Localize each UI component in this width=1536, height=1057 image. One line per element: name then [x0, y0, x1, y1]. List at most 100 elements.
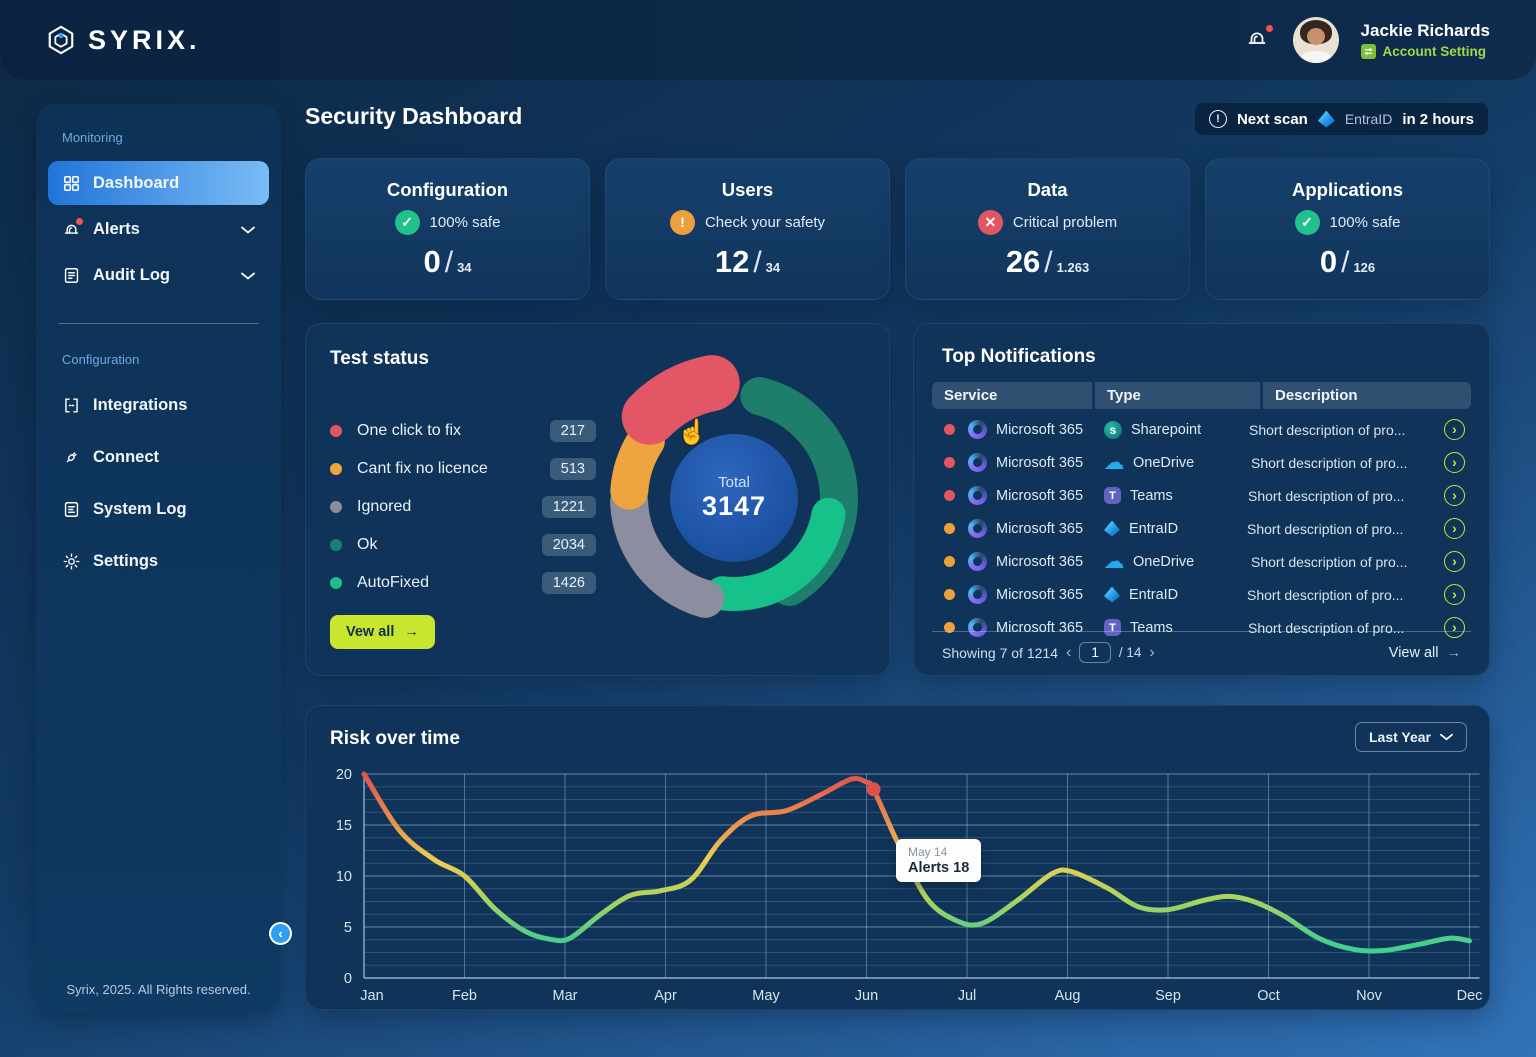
legend-label: Ignored: [357, 498, 412, 515]
open-notification-button[interactable]: ›: [1444, 617, 1465, 638]
legend-color-dot: [330, 539, 342, 551]
notifications-view-all-link[interactable]: View all →: [1389, 645, 1461, 661]
open-notification-button[interactable]: ›: [1444, 551, 1465, 572]
sidebar-item-alerts[interactable]: Alerts: [48, 207, 269, 251]
notification-row[interactable]: Microsoft 365 EntraID Short description …: [932, 512, 1471, 545]
data-point-marker[interactable]: [866, 782, 881, 797]
x-axis-label: Mar: [553, 988, 578, 1004]
page-prev-button[interactable]: ‹: [1065, 643, 1072, 661]
x-axis-label: Apr: [654, 988, 677, 1004]
column-header-description: Description: [1263, 382, 1471, 409]
cross-icon: ✕: [977, 209, 1003, 235]
donut-segment[interactable]: [705, 497, 846, 611]
open-notification-button[interactable]: ›: [1444, 419, 1465, 440]
stat-denominator: 34: [457, 259, 472, 275]
chevron-down-icon[interactable]: [241, 266, 255, 285]
test-status-title: Test status: [330, 348, 429, 369]
page-number-input[interactable]: 1: [1079, 642, 1111, 663]
severity-dot: [944, 490, 955, 501]
avatar[interactable]: [1292, 17, 1339, 63]
chevron-down-icon[interactable]: [241, 220, 255, 239]
risk-line-chart[interactable]: Jan Feb Mar Apr May Jun Jul Aug Sep Oct Nov Dec 0 5 10…: [320, 756, 1483, 1008]
legend-label: Ok: [357, 536, 378, 553]
system-log-document-icon: [64, 501, 79, 517]
top-notifications-card: Top Notifications Service Type Descripti…: [913, 323, 1490, 676]
notification-row[interactable]: Microsoft 365 ☁ OneDrive Short descripti…: [932, 446, 1471, 479]
service-name: Microsoft 365: [996, 454, 1084, 471]
stat-card-title: Configuration: [386, 178, 509, 200]
legend-value-badge: 1221: [541, 496, 596, 518]
open-notification-button[interactable]: ›: [1444, 584, 1465, 605]
type-name: EntraID: [1129, 520, 1179, 537]
sidebar-item-dashboard[interactable]: Dashboard: [48, 161, 269, 205]
notifications-bell-icon[interactable]: [1245, 25, 1273, 53]
alerts-badge: [76, 217, 83, 225]
sidebar-item-integrations[interactable]: Integrations: [48, 383, 269, 427]
type-name: Sharepoint: [1131, 421, 1202, 438]
tooltip-value: Alerts 18: [908, 860, 970, 876]
microsoft-365-icon: [968, 618, 987, 637]
sidebar-item-audit-log[interactable]: Audit Log: [48, 253, 269, 297]
chevron-down-icon: [1440, 733, 1453, 741]
x-axis-label: Sep: [1155, 988, 1181, 1004]
service-name: Microsoft 365: [996, 553, 1084, 570]
sidebar-item-label: Alerts: [93, 219, 140, 238]
notification-row[interactable]: Microsoft 365 T Teams Short description …: [932, 611, 1471, 644]
service-name: Microsoft 365: [996, 487, 1084, 504]
chart-tooltip: May 14 Alerts 18: [896, 839, 982, 882]
stat-card-title: Data: [1027, 178, 1068, 200]
legend-label: Cant fix no licence: [357, 460, 488, 477]
notification-row[interactable]: Microsoft 365 EntraID Short description …: [932, 578, 1471, 611]
topbar: SYRIX. Jackie Richards Account Setting: [0, 0, 1536, 80]
audit-log-document-icon: [64, 267, 79, 283]
sidebar-item-connect[interactable]: Connect: [48, 435, 269, 479]
y-axis-label: 5: [344, 920, 352, 936]
sidebar-item-settings[interactable]: Settings: [48, 539, 269, 583]
page-next-button[interactable]: ›: [1149, 643, 1155, 661]
time-range-dropdown[interactable]: Last Year: [1354, 722, 1467, 752]
open-notification-button[interactable]: ›: [1444, 518, 1465, 539]
sidebar-collapse-button[interactable]: ‹: [269, 922, 292, 945]
donut-segment[interactable]: [610, 482, 725, 618]
test-status-donut-chart[interactable]: Total 3147 ☝: [569, 326, 899, 671]
donut-segment[interactable]: [610, 421, 665, 510]
severity-dot: [944, 457, 955, 468]
open-notification-button[interactable]: ›: [1444, 452, 1465, 473]
sidebar-item-label: Audit Log: [93, 265, 170, 284]
stat-slash: /: [444, 245, 454, 279]
next-scan-label: Next scan: [1236, 110, 1308, 128]
stat-numerator: 0: [1319, 243, 1338, 279]
notification-row[interactable]: Microsoft 365 ☁ OneDrive Short descripti…: [932, 545, 1471, 578]
severity-dot: [944, 424, 955, 435]
severity-dot: [944, 589, 955, 600]
stat-slash: /: [1341, 245, 1350, 279]
avatar-shirt: [1299, 51, 1332, 63]
stat-card-value: 26 / 1.263: [1006, 244, 1089, 280]
test-status-view-all-button[interactable]: Vew all →: [330, 615, 435, 649]
notification-row[interactable]: Microsoft 365 T Teams Short description …: [932, 479, 1471, 512]
legend-value-badge: 1426: [541, 572, 596, 594]
sidebar-section-monitoring: Monitoring: [62, 130, 123, 145]
warning-icon: !: [669, 209, 695, 235]
notifications-table-header: Service Type Description: [932, 382, 1471, 409]
stat-numerator: 0: [423, 243, 441, 279]
test-status-legend: One click to fix 217 Cant fix no licence…: [330, 412, 596, 602]
brand-name: SYRIX.: [88, 24, 201, 55]
notification-row[interactable]: Microsoft 365 s Sharepoint Short descrip…: [932, 413, 1471, 446]
microsoft-365-icon: [968, 552, 987, 571]
open-notification-button[interactable]: ›: [1444, 485, 1465, 506]
account-setting-link[interactable]: Account Setting: [1360, 44, 1490, 59]
stat-denominator: 126: [1353, 259, 1376, 275]
sidebar-item-system-log[interactable]: System Log: [48, 487, 269, 531]
brand-logo[interactable]: SYRIX.: [46, 25, 201, 56]
stat-card-status: ✕ Critical problem: [977, 209, 1117, 235]
donut-segment[interactable]: [621, 355, 740, 445]
y-axis-label: 15: [336, 818, 352, 834]
y-axis-label: 10: [336, 869, 352, 885]
microsoft-365-icon: [968, 420, 987, 439]
info-icon: !: [1208, 110, 1227, 128]
legend-value-badge: 2034: [541, 534, 596, 556]
stat-card-configuration: Configuration ✓ 100% safe 0 / 34: [305, 158, 590, 300]
chevron-left-icon: ‹: [271, 924, 290, 943]
legend-item: Cant fix no licence 513: [330, 450, 596, 488]
